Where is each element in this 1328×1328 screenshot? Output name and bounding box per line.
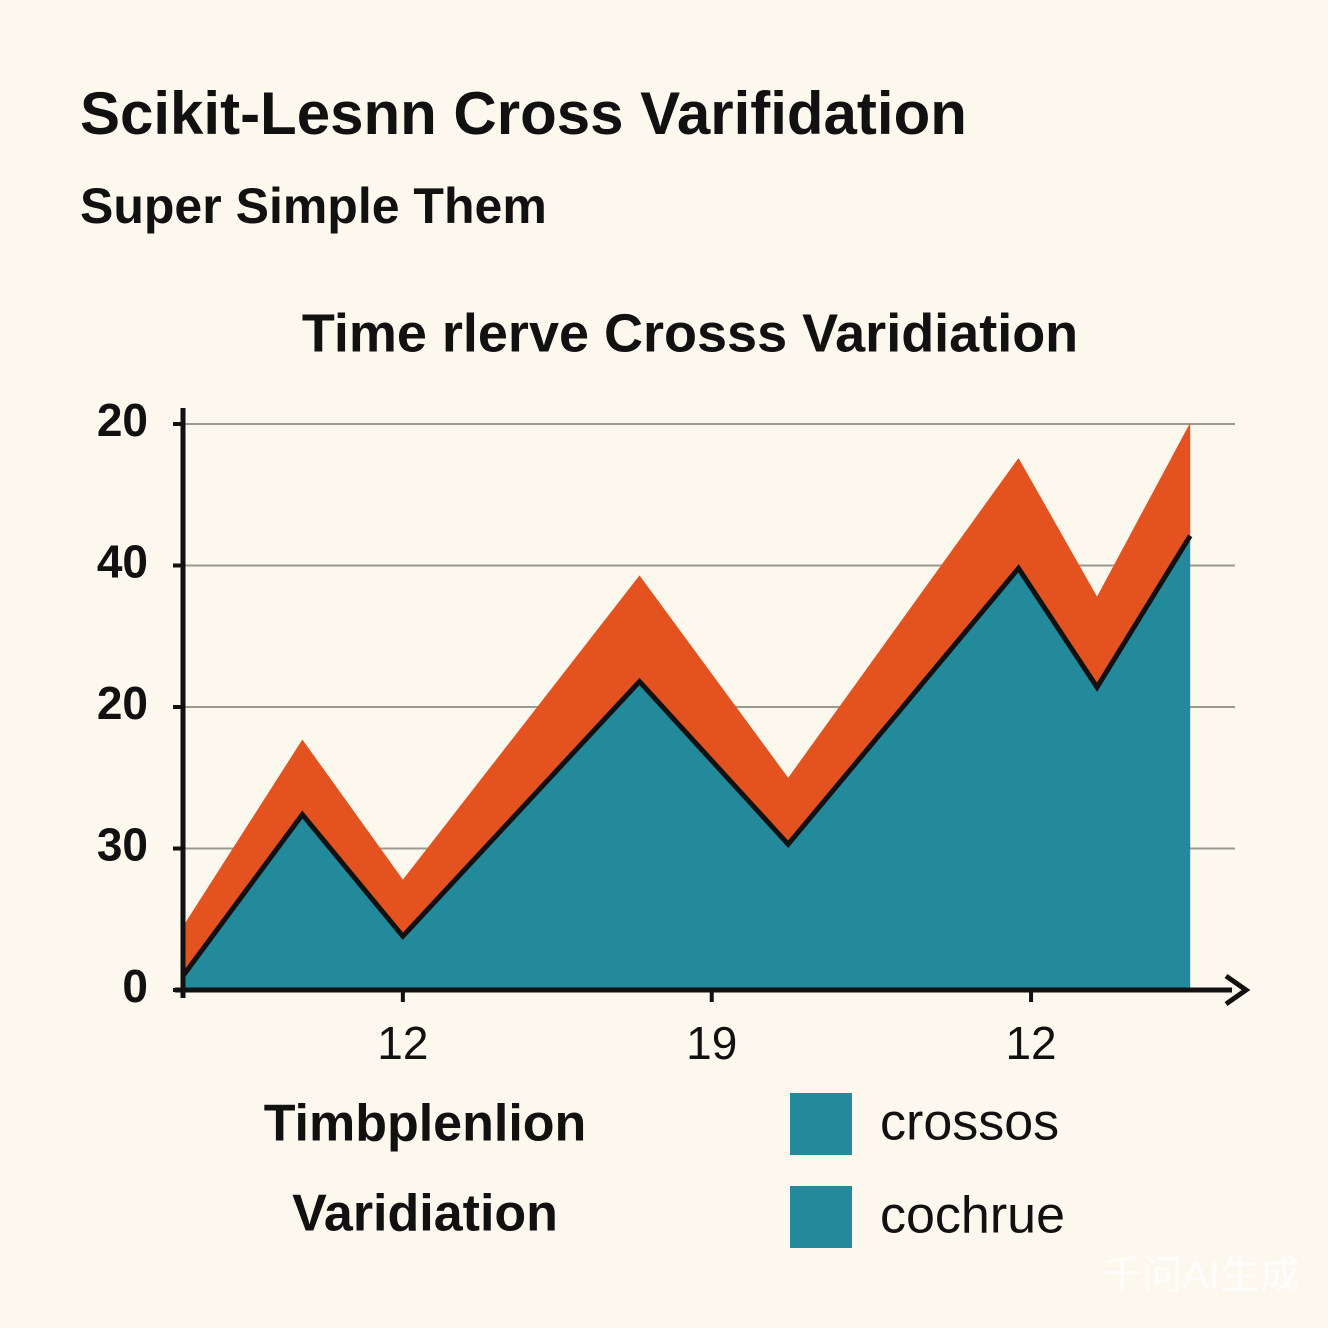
legend-swatch — [790, 1093, 852, 1155]
y-tick-label: 40 — [97, 536, 148, 588]
legend-swatch — [790, 1186, 852, 1248]
y-tick-label: 20 — [97, 677, 148, 729]
watermark: 千问AI生成 — [1102, 1254, 1300, 1298]
y-tick-label: 30 — [97, 819, 148, 871]
x-tick-label: 19 — [686, 1017, 737, 1069]
subtitle: Super Simple Them — [80, 178, 547, 234]
area — [183, 535, 1191, 990]
x-axis-arrow — [1224, 973, 1251, 1007]
chart-title: Time rlerve Crosss Varidiation — [302, 303, 1078, 363]
x-tick-label: 12 — [377, 1017, 428, 1069]
y-tick-label: 20 — [97, 394, 148, 446]
area — [183, 422, 1191, 976]
legend-label: cochrue — [880, 1187, 1065, 1245]
x-tick-label: 12 — [1005, 1017, 1056, 1069]
title: Scikit-Lesnn Cross Varifidation — [80, 80, 967, 147]
area-edge — [180, 534, 1193, 978]
annotation: Varidiation — [292, 1185, 558, 1243]
y-tick-label: 0 — [122, 960, 148, 1012]
annotation: Timbplenlion — [264, 1095, 587, 1153]
legend-label: crossos — [880, 1094, 1059, 1152]
